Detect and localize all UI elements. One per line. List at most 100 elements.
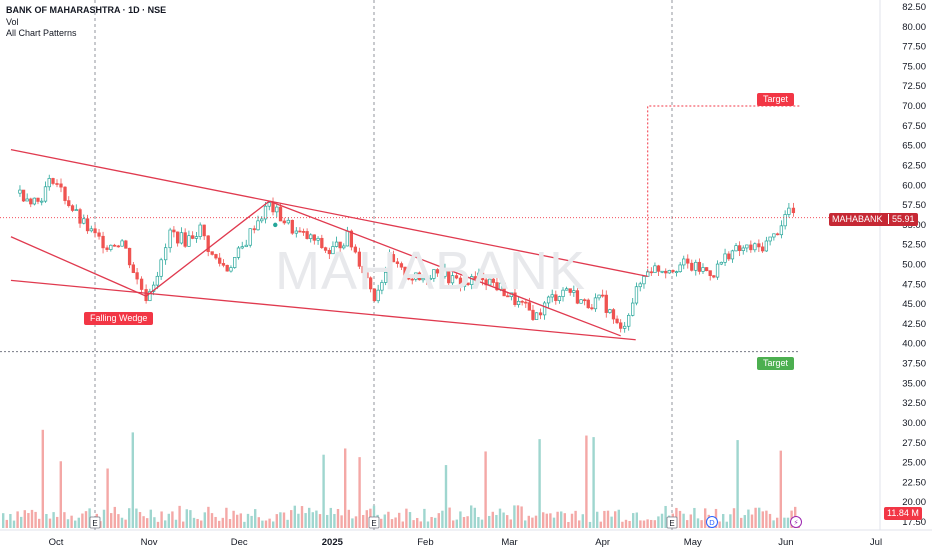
candle-body (638, 283, 642, 288)
volume-bar (408, 512, 412, 528)
candle-body (275, 206, 279, 213)
pattern-label[interactable]: Falling Wedge (84, 312, 154, 325)
candle-body (331, 246, 335, 255)
volume-bar (124, 519, 127, 528)
earnings-badge-label: E (371, 519, 376, 528)
candle-body (749, 244, 753, 251)
candle-body (210, 251, 214, 255)
candle-body (712, 275, 716, 278)
candle-body (155, 275, 160, 286)
candle-body (93, 228, 97, 234)
volume-bar (758, 507, 761, 528)
candle-body (723, 253, 727, 263)
volume-bar (750, 514, 754, 528)
price-tick-label: 80.00 (902, 22, 926, 33)
candle-body (43, 186, 48, 202)
chart-title: BANK OF MAHARASHTRA · 1D · NSE (6, 5, 167, 15)
volume-bar (365, 510, 368, 528)
volume-bar (196, 518, 199, 528)
candle-body (159, 259, 163, 277)
volume-bar (513, 505, 516, 528)
volume-bar (358, 457, 361, 528)
indicator-patterns-label[interactable]: All Chart Patterns (6, 28, 77, 38)
volume-bar (221, 517, 224, 528)
earnings-badge-label: E (92, 519, 97, 528)
volume-bar (185, 509, 188, 528)
volume-bar (236, 514, 239, 528)
price-tick-label: 65.00 (902, 141, 926, 152)
volume-bar (160, 511, 163, 528)
volume-bar (470, 505, 473, 528)
candle-body (391, 254, 396, 263)
volume-bar (232, 510, 235, 528)
volume-bar (41, 429, 44, 528)
candle-body (546, 296, 551, 304)
candle-body (282, 220, 286, 224)
volume-bar (682, 513, 685, 528)
volume-bar (473, 507, 476, 528)
candle-body (191, 235, 195, 239)
volume-bar (783, 517, 786, 528)
volume-bar (5, 519, 8, 528)
volume-bar (110, 513, 113, 528)
candle-body (454, 275, 459, 279)
indicator-volume-label[interactable]: Vol (6, 17, 19, 27)
candle-body (690, 262, 694, 271)
price-tick-label: 62.50 (902, 160, 926, 171)
price-tick-label: 47.50 (902, 279, 926, 290)
candle-body (458, 277, 463, 287)
volume-bar (81, 513, 84, 528)
volume-bar (351, 518, 354, 528)
volume-bar (405, 508, 408, 528)
candle-body (656, 265, 661, 272)
volume-bar (527, 515, 530, 528)
volume-bar (452, 520, 455, 528)
candle-body (653, 265, 657, 274)
candle-body (757, 243, 761, 248)
time-tick-label: 2025 (322, 537, 344, 548)
volume-bar (2, 513, 5, 528)
candle-body (82, 218, 86, 224)
candle-body (345, 230, 350, 247)
volume-bar (282, 512, 286, 528)
candle-body (671, 270, 675, 273)
candle-body (410, 278, 414, 281)
candle-body (198, 224, 202, 237)
candle-body (527, 302, 532, 311)
candle-body (791, 207, 796, 214)
volume-bar (102, 509, 106, 528)
target-label-lower[interactable]: Target (757, 357, 795, 370)
volume-bar (567, 521, 570, 528)
volume-bar (167, 513, 170, 528)
candle-body (480, 272, 485, 281)
volume-bar (156, 521, 160, 528)
candle-body (320, 237, 324, 249)
volume-bar (423, 508, 426, 528)
candle-body (664, 270, 668, 274)
price-tick-label: 17.50 (902, 517, 926, 528)
candle-body (298, 230, 302, 233)
candle-body (524, 301, 528, 304)
volume-bar (437, 513, 440, 528)
candle-body (597, 294, 601, 299)
symbol-tag-name: MAHABANK (832, 214, 883, 224)
volume-bar (106, 468, 109, 528)
candle-body (278, 206, 283, 222)
volume-bar (380, 518, 383, 528)
volume-bar (261, 520, 264, 528)
candle-body (572, 290, 576, 293)
volume-bar (207, 506, 210, 528)
volume-bar (272, 521, 275, 528)
candle-body (775, 233, 780, 236)
volume-bar (70, 515, 73, 528)
candle-body (97, 232, 101, 237)
volume-bar (650, 519, 653, 528)
volume-bar (606, 510, 610, 528)
target-label-upper[interactable]: Target (757, 93, 795, 106)
symbol-price-tag[interactable]: MAHABANK 55.91 (829, 213, 918, 226)
candle-body (701, 267, 705, 272)
volume-bar (462, 517, 466, 528)
volume-bar (218, 520, 221, 528)
